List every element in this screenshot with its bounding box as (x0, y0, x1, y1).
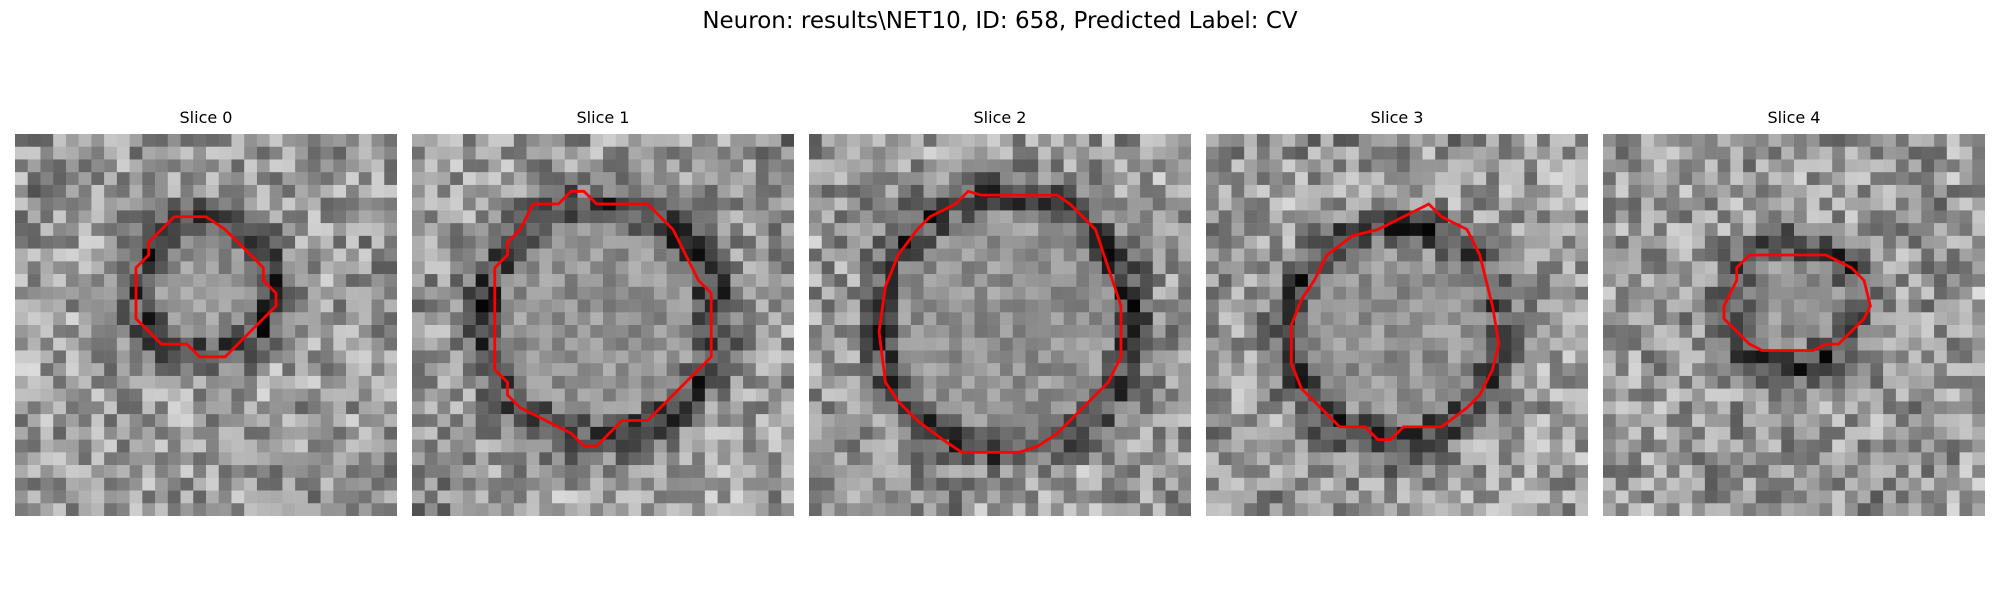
slice-title-0: Slice 0 (179, 108, 233, 127)
contour-outline-4 (1722, 253, 1872, 352)
contour-outline-1 (493, 189, 713, 448)
slice-panel-3: Slice 3 (1206, 108, 1588, 516)
slice-title-3: Slice 3 (1370, 108, 1424, 127)
contour-outline-2 (877, 189, 1123, 454)
slice-title-2: Slice 2 (973, 108, 1027, 127)
slice-panel-1: Slice 1 (412, 108, 794, 516)
slice-title-1: Slice 1 (576, 108, 630, 127)
slice-image-2 (809, 134, 1191, 516)
slice-image-3 (1206, 134, 1588, 516)
slice-image-0 (15, 134, 397, 516)
slice-panel-0: Slice 0 (15, 108, 397, 516)
slice-image-1 (412, 134, 794, 516)
slice-panel-4: Slice 4 (1603, 108, 1985, 516)
contour-outline-0 (134, 215, 278, 359)
slice-panel-2: Slice 2 (809, 108, 1191, 516)
figure-title: Neuron: results\NET10, ID: 658, Predicte… (702, 8, 1298, 34)
slice-title-4: Slice 4 (1767, 108, 1821, 127)
contour-outline-3 (1289, 202, 1501, 442)
slice-image-4 (1603, 134, 1985, 516)
